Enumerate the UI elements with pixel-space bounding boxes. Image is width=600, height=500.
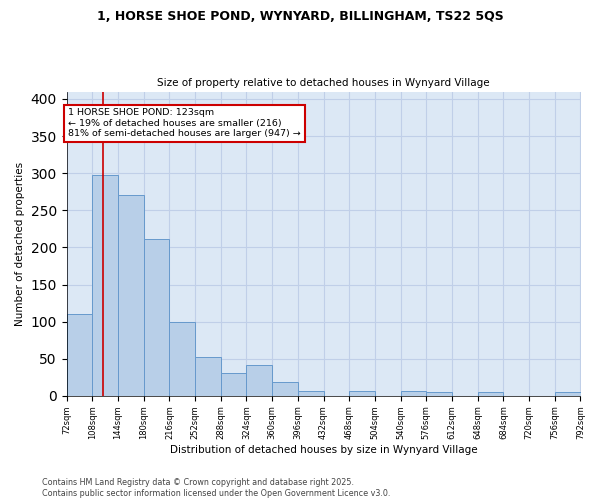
Title: Size of property relative to detached houses in Wynyard Village: Size of property relative to detached ho… — [157, 78, 490, 88]
Bar — [92, 174, 118, 396]
Text: Contains HM Land Registry data © Crown copyright and database right 2025.
Contai: Contains HM Land Registry data © Crown c… — [42, 478, 391, 498]
Bar — [478, 392, 503, 396]
Bar — [67, 314, 92, 396]
Bar — [221, 373, 247, 396]
Bar — [298, 390, 323, 396]
Y-axis label: Number of detached properties: Number of detached properties — [15, 162, 25, 326]
Bar — [169, 322, 195, 396]
Bar — [195, 358, 221, 396]
X-axis label: Distribution of detached houses by size in Wynyard Village: Distribution of detached houses by size … — [170, 445, 478, 455]
Bar — [118, 196, 144, 396]
Text: 1, HORSE SHOE POND, WYNYARD, BILLINGHAM, TS22 5QS: 1, HORSE SHOE POND, WYNYARD, BILLINGHAM,… — [97, 10, 503, 23]
Bar — [349, 390, 375, 396]
Text: 1 HORSE SHOE POND: 123sqm
← 19% of detached houses are smaller (216)
81% of semi: 1 HORSE SHOE POND: 123sqm ← 19% of detac… — [68, 108, 301, 138]
Bar — [272, 382, 298, 396]
Bar — [427, 392, 452, 396]
Bar — [401, 390, 427, 396]
Bar — [247, 366, 272, 396]
Bar — [144, 238, 169, 396]
Bar — [555, 392, 581, 396]
